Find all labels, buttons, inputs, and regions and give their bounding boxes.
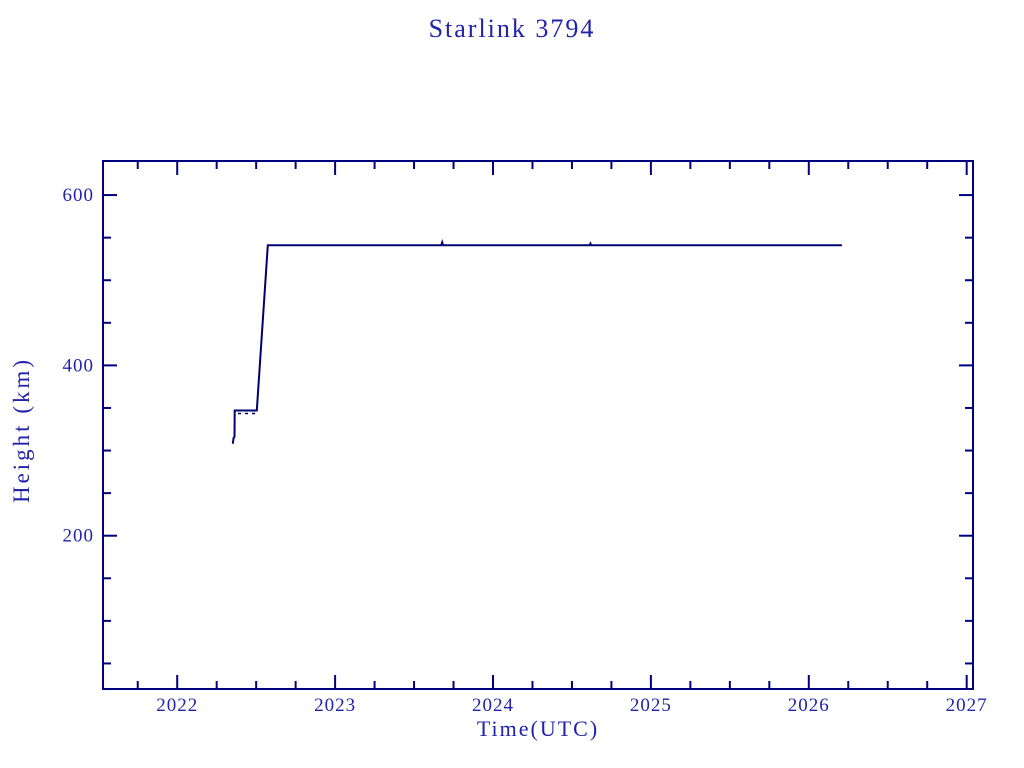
x-tick-label: 2024 <box>472 695 514 716</box>
x-axis-label: Time(UTC) <box>476 716 600 741</box>
y-tick-label: 400 <box>63 355 95 376</box>
series-orbit-height <box>231 238 842 444</box>
x-tick-label: 2027 <box>946 695 988 716</box>
x-tick-label: 2025 <box>630 695 672 716</box>
chart-title: Starlink 3794 <box>428 14 596 43</box>
x-tick-label: 2022 <box>156 695 198 716</box>
y-tick-label: 600 <box>63 185 95 206</box>
x-tick-label: 2023 <box>314 695 356 716</box>
y-tick-label: 200 <box>63 526 95 547</box>
x-tick-label: 2026 <box>788 695 830 716</box>
plot-border <box>102 160 974 690</box>
